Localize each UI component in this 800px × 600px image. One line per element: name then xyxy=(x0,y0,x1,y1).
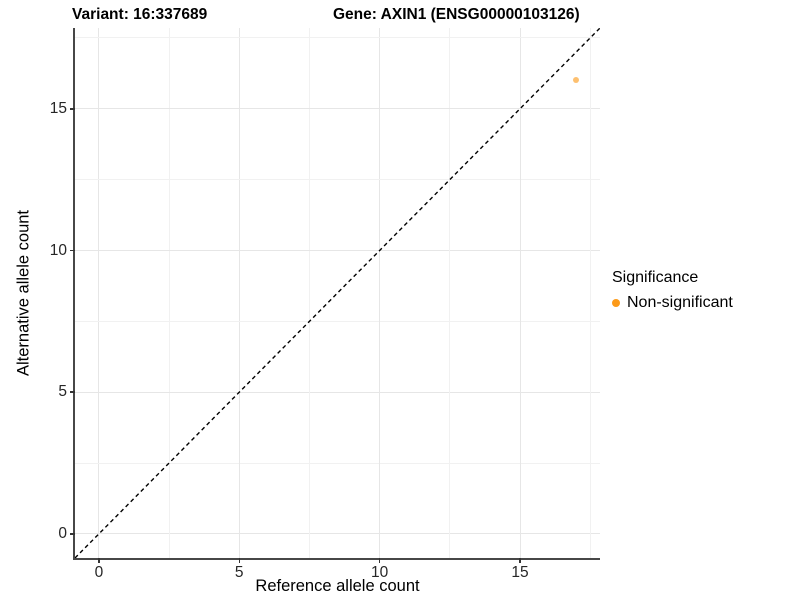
scatter-point xyxy=(573,77,580,84)
gridline-minor-v xyxy=(589,28,591,558)
gridline-minor-h xyxy=(75,37,600,39)
y-tick-mark xyxy=(70,108,75,110)
gridline-major-h xyxy=(75,250,600,251)
legend-item-label: Non-significant xyxy=(627,294,733,311)
y-axis-title: Alternative allele count xyxy=(14,209,33,377)
y-tick-label: 15 xyxy=(49,99,67,117)
plot-title-gene: Gene: AXIN1 (ENSG00000103126) xyxy=(333,6,580,23)
y-tick-label: 5 xyxy=(58,383,67,401)
legend: Significance Non-significant xyxy=(612,268,733,312)
gridline-major-v xyxy=(519,28,521,558)
gridline-minor-h xyxy=(75,320,600,322)
gridline-minor-v xyxy=(449,28,451,558)
x-tick-label: 10 xyxy=(370,564,389,581)
y-tick-label: 0 xyxy=(58,524,67,542)
x-tick-mark xyxy=(519,558,521,563)
gridline-minor-h xyxy=(75,462,600,464)
identity-line xyxy=(75,28,600,558)
gridline-major-v xyxy=(379,28,381,558)
x-tick-mark xyxy=(98,558,100,563)
x-tick-mark xyxy=(238,558,240,563)
x-axis-title: Reference allele count xyxy=(255,577,420,595)
y-tick-label: 10 xyxy=(49,241,67,259)
gridline-major-h xyxy=(75,533,600,535)
gridline-minor-v xyxy=(168,28,170,558)
y-tick-mark xyxy=(70,533,75,535)
x-tick-label: 15 xyxy=(511,564,529,581)
y-tick-mark xyxy=(70,249,75,252)
gridline-major-h xyxy=(75,108,600,110)
legend-item: Non-significant xyxy=(612,293,733,312)
plot-panel xyxy=(75,28,600,558)
y-tick-mark xyxy=(70,391,75,393)
x-tick-label: 0 xyxy=(94,564,104,581)
x-tick-label: 5 xyxy=(234,564,244,581)
y-axis-line xyxy=(73,28,75,560)
legend-point-icon xyxy=(612,298,620,307)
x-axis-line xyxy=(73,558,600,560)
legend-items: Non-significant xyxy=(612,293,733,312)
gridline-minor-v xyxy=(308,28,310,558)
plot-title-variant: Variant: 16:337689 xyxy=(72,6,208,23)
gridline-major-h xyxy=(75,391,600,393)
gridline-major-v xyxy=(98,28,100,558)
gridline-minor-h xyxy=(75,179,600,181)
gridline-major-v xyxy=(238,28,240,558)
legend-title: Significance xyxy=(612,269,699,286)
x-tick-mark xyxy=(378,558,381,563)
